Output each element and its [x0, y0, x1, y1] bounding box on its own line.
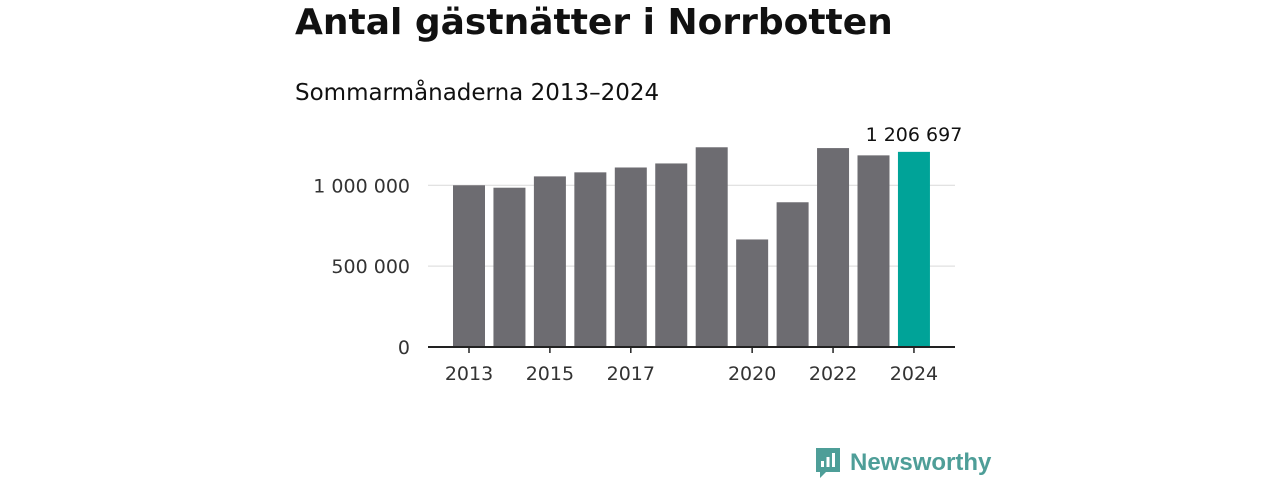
bar [453, 185, 485, 347]
brand-name: Newsworthy [850, 449, 992, 476]
bar [574, 172, 607, 347]
y-tick-label: 500 000 [331, 256, 410, 278]
bar [695, 147, 728, 347]
x-tick-label: 2020 [728, 363, 776, 385]
bar [533, 176, 566, 347]
bar [736, 239, 769, 347]
y-tick-label: 1 000 000 [313, 175, 410, 197]
bar [897, 151, 930, 347]
bar [817, 148, 850, 347]
x-tick-label: 2015 [526, 363, 574, 385]
bar [857, 155, 890, 347]
x-tick-label: 2024 [890, 363, 938, 385]
x-tick-label: 2013 [445, 363, 493, 385]
bar [776, 202, 809, 347]
chart-subtitle: Sommarmånaderna 2013–2024 [295, 80, 660, 106]
highlight-data-label: 1 206 697 [866, 124, 963, 146]
bar [655, 163, 688, 347]
x-tick-label: 2022 [809, 363, 857, 385]
bar [614, 167, 647, 347]
x-tick-label: 2017 [607, 363, 655, 385]
bar [493, 187, 526, 347]
y-tick-label: 0 [398, 337, 410, 359]
chart-title: Antal gästnätter i Norrbotten [295, 2, 893, 43]
newsworthy-brand: Newsworthy [814, 446, 991, 480]
newsworthy-logo-icon [816, 448, 840, 478]
